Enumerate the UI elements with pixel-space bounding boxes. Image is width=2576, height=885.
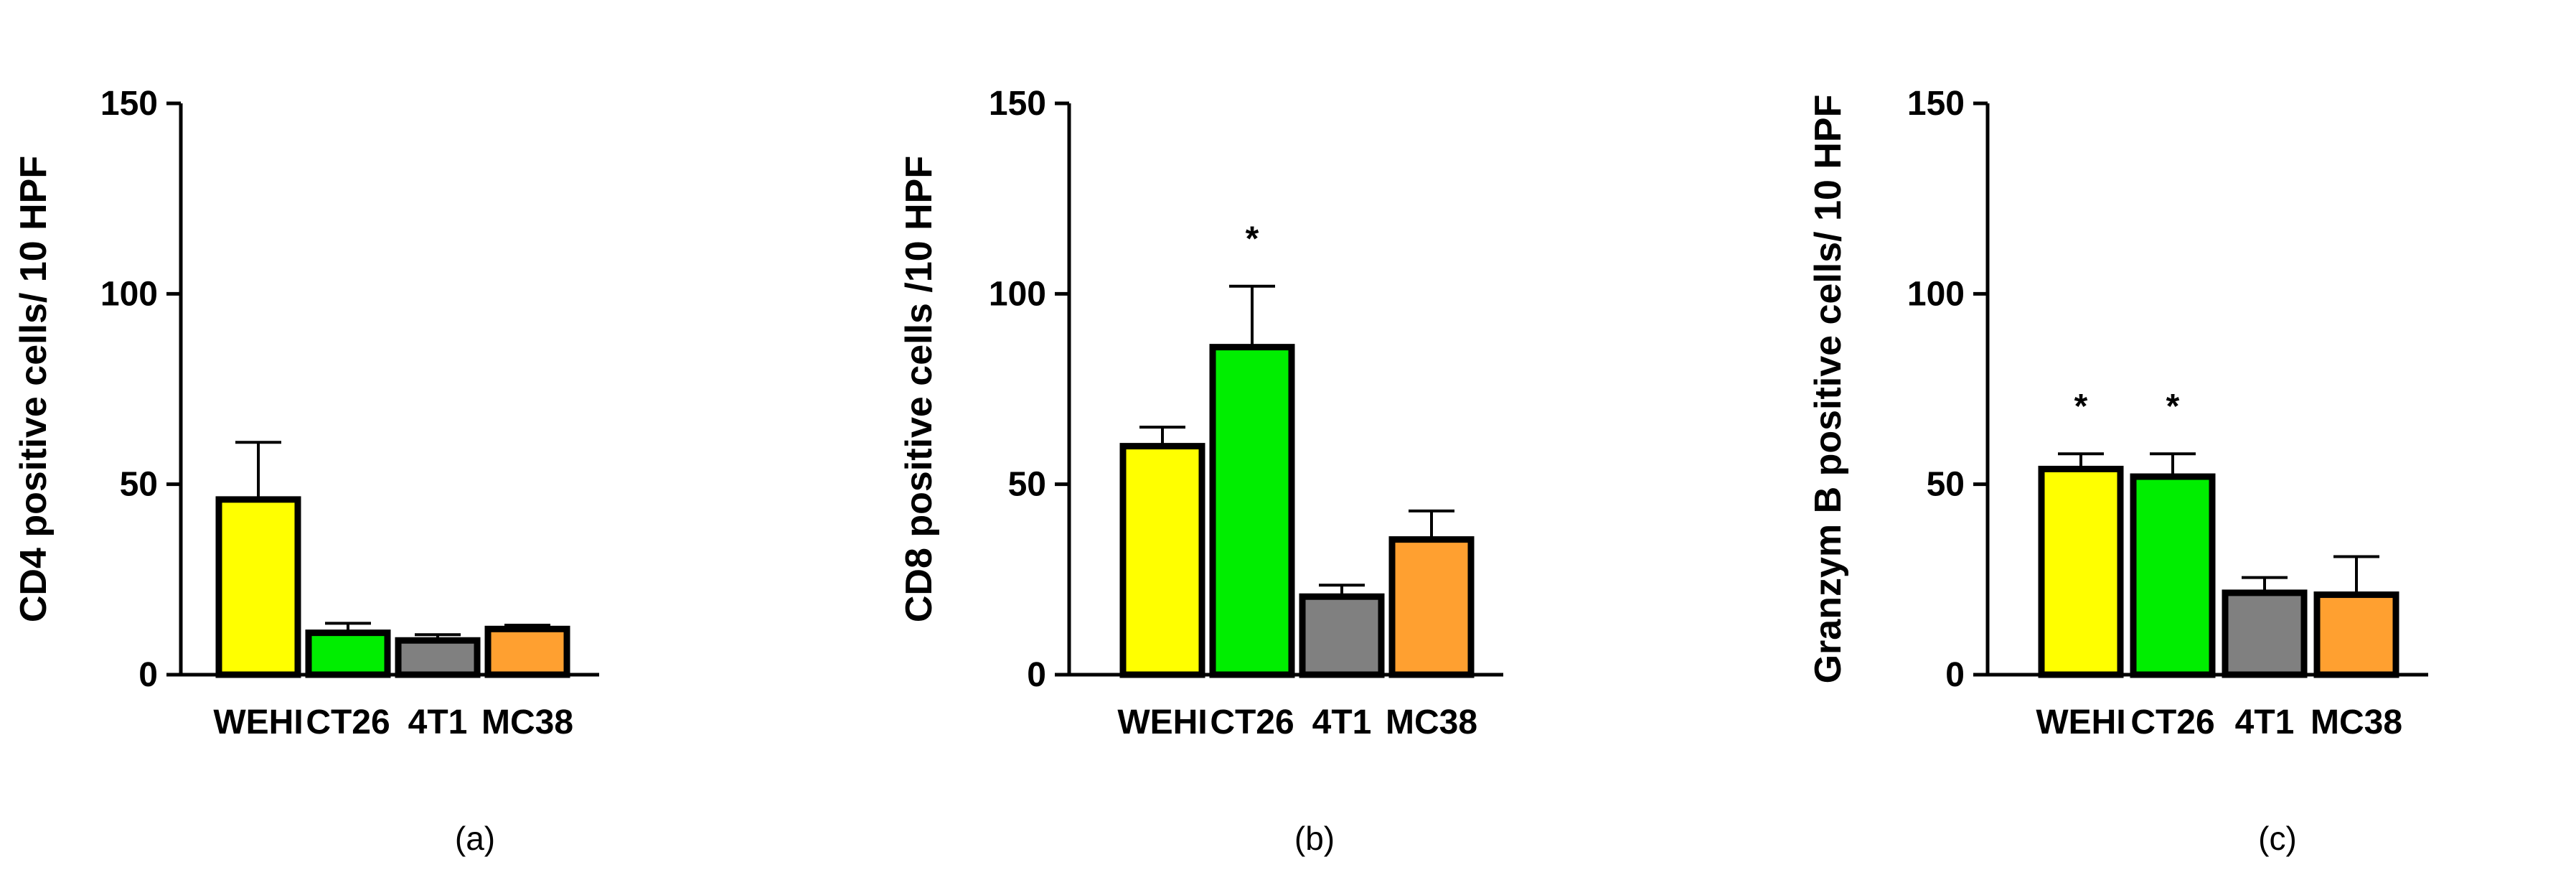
y-tick-label: 50 (1008, 466, 1046, 504)
significance-marker: * (2074, 388, 2088, 426)
x-tick-label: 4T1 (2235, 703, 2295, 741)
x-tick-label: WEHI (213, 703, 303, 741)
x-tick-label: MC38 (1386, 703, 1477, 741)
y-axis-title: CD4 positive cells/ 10 HPF (13, 156, 55, 622)
bar-WEHI (215, 496, 301, 678)
bar-CT26 (305, 629, 391, 678)
bar-4T1 (395, 637, 481, 678)
y-axis-title: CD8 positive cells /10 HPF (898, 156, 940, 622)
x-tick-label: 4T1 (408, 703, 468, 741)
x-tick-label: MC38 (481, 703, 573, 741)
y-axis-title: Granzym B positive cells/ 10 HPF (1808, 95, 1849, 684)
panel-label: (b) (1294, 820, 1335, 857)
x-tick-label: 4T1 (1312, 703, 1372, 741)
panel-label: (a) (455, 820, 495, 857)
y-tick-label: 100 (100, 275, 158, 313)
x-tick-label: CT26 (306, 703, 390, 741)
significance-marker: * (1246, 220, 1259, 258)
y-tick-label: 0 (138, 656, 158, 694)
y-tick-label: 100 (989, 275, 1046, 313)
bar-MC38 (1388, 536, 1475, 678)
y-tick-label: 50 (120, 466, 158, 504)
x-tick-label: CT26 (1210, 703, 1294, 741)
y-tick-label: 150 (100, 85, 158, 123)
y-tick-label: 0 (1027, 656, 1046, 694)
bar-CT26 (1209, 344, 1295, 678)
x-tick-label: WEHI (2036, 703, 2125, 741)
bar-MC38 (484, 625, 570, 678)
y-tick-label: 150 (1907, 85, 1965, 123)
chart-panel-2: 0 50 100 150 CD8 positive cells /10 HPF WEHI C… (898, 85, 1503, 857)
bar-4T1 (2222, 589, 2308, 678)
significance-marker: * (2166, 388, 2180, 426)
bar-MC38 (2313, 591, 2399, 678)
y-tick-label: 150 (989, 85, 1046, 123)
x-tick-label: CT26 (2130, 703, 2214, 741)
bar-WEHI (1119, 443, 1205, 678)
chart-panel-1: 0 50 100 150 CD4 positive cells/ 10 HPF WEHI C… (13, 85, 599, 857)
bar-CT26 (2130, 473, 2216, 678)
y-tick-label: 0 (1945, 656, 1965, 694)
panel-label: (c) (2258, 820, 2297, 857)
y-tick-label: 50 (1927, 466, 1965, 504)
bar-WEHI (2038, 465, 2124, 678)
x-tick-label: MC38 (2311, 703, 2402, 741)
chart-panel-3: 0 50 100 150 Granzym B positive cells/ 10 HP… (1808, 85, 2428, 857)
y-tick-label: 100 (1907, 275, 1965, 313)
x-tick-label: WEHI (1117, 703, 1207, 741)
bar-4T1 (1299, 593, 1385, 678)
